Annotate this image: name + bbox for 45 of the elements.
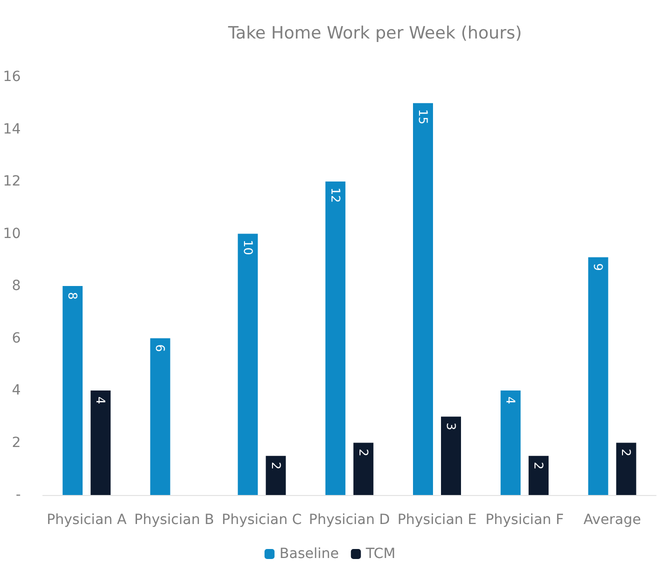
bar xyxy=(90,390,111,495)
data-label: 12 xyxy=(328,188,342,203)
bar xyxy=(353,442,374,495)
x-tick-label: Physician C xyxy=(222,512,302,528)
x-tick-label: Physician A xyxy=(46,512,127,528)
bar xyxy=(616,442,636,495)
y-tick-label: 4 xyxy=(12,382,21,398)
x-tick-label: Physician F xyxy=(485,512,564,528)
data-label: 4 xyxy=(94,396,108,404)
data-label: 3 xyxy=(444,422,458,430)
y-tick-label: 8 xyxy=(12,278,21,294)
bar xyxy=(266,456,286,495)
x-tick-label: Average xyxy=(583,512,641,528)
data-label: 2 xyxy=(532,462,546,470)
data-label: 6 xyxy=(153,344,168,352)
y-tick-label: 12 xyxy=(2,174,21,190)
y-tick-label: 14 xyxy=(2,121,21,138)
data-label: 10 xyxy=(240,240,255,256)
y-tick-label: 16 xyxy=(2,69,21,85)
data-label: 2 xyxy=(268,462,283,470)
bar xyxy=(150,338,170,495)
data-label: 9 xyxy=(591,263,606,271)
x-tick-label: Physician E xyxy=(397,512,477,528)
y-tick-label: 6 xyxy=(12,330,21,346)
bar xyxy=(62,286,83,495)
bar xyxy=(588,257,608,495)
y-tick-label: 10 xyxy=(2,226,21,242)
data-label: 2 xyxy=(619,448,634,456)
data-label: 4 xyxy=(504,396,518,404)
x-tick-label: Physician B xyxy=(134,512,214,528)
bar xyxy=(325,182,346,495)
bar xyxy=(441,416,462,495)
bar xyxy=(413,103,434,495)
x-tick-label: Physician D xyxy=(308,512,390,528)
y-tick-label: 2 xyxy=(12,434,21,451)
legend-label: TCM xyxy=(364,546,396,562)
y-tick-label: - xyxy=(16,487,21,503)
legend-label: Baseline xyxy=(280,546,339,562)
bar xyxy=(528,456,549,495)
bar xyxy=(238,234,258,495)
data-label: 15 xyxy=(416,109,430,124)
data-label: 8 xyxy=(66,292,80,300)
bar xyxy=(500,390,521,495)
chart-title: Take Home Work per Week (hours) xyxy=(227,24,522,44)
data-label: 2 xyxy=(356,448,370,456)
